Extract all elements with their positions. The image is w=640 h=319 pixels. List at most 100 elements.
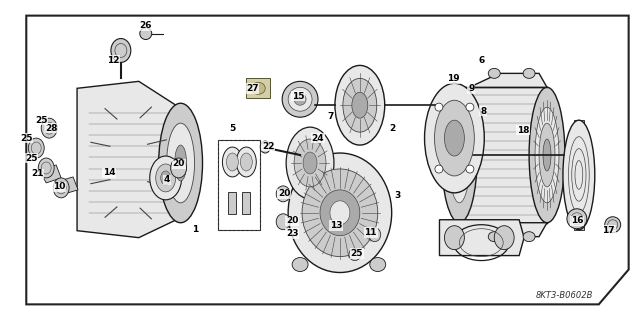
Ellipse shape <box>294 139 326 187</box>
Text: 26: 26 <box>140 21 152 30</box>
Ellipse shape <box>435 103 443 111</box>
Ellipse shape <box>38 158 54 178</box>
Text: 17: 17 <box>602 226 615 235</box>
Text: 25: 25 <box>35 116 47 125</box>
Text: 2: 2 <box>390 124 396 133</box>
Text: 7: 7 <box>328 112 334 121</box>
Ellipse shape <box>466 103 474 111</box>
Ellipse shape <box>352 92 368 118</box>
Text: 1: 1 <box>193 225 198 234</box>
Polygon shape <box>469 73 547 87</box>
Ellipse shape <box>41 118 57 138</box>
Ellipse shape <box>449 107 470 203</box>
Text: 27: 27 <box>246 84 259 93</box>
Bar <box>218 140 260 230</box>
Ellipse shape <box>150 156 182 200</box>
Ellipse shape <box>543 139 551 171</box>
Text: 5: 5 <box>229 124 236 133</box>
Ellipse shape <box>494 226 514 249</box>
Polygon shape <box>56 177 78 195</box>
Text: 6: 6 <box>478 56 484 65</box>
Ellipse shape <box>161 171 171 185</box>
Text: 21: 21 <box>31 169 44 178</box>
Ellipse shape <box>303 152 317 174</box>
Ellipse shape <box>523 232 535 241</box>
Text: 20: 20 <box>278 189 291 198</box>
Ellipse shape <box>166 123 195 203</box>
Text: 10: 10 <box>53 182 65 191</box>
Ellipse shape <box>369 228 381 241</box>
Ellipse shape <box>563 120 595 230</box>
Ellipse shape <box>444 226 465 249</box>
Ellipse shape <box>567 209 587 229</box>
Ellipse shape <box>453 127 465 183</box>
Ellipse shape <box>529 87 565 223</box>
Text: 22: 22 <box>262 142 275 151</box>
Ellipse shape <box>488 232 500 241</box>
Text: 23: 23 <box>286 229 298 238</box>
Polygon shape <box>469 223 547 237</box>
Ellipse shape <box>156 164 175 192</box>
Ellipse shape <box>320 190 360 236</box>
Ellipse shape <box>343 78 377 132</box>
Ellipse shape <box>435 100 474 176</box>
Ellipse shape <box>260 141 270 153</box>
Ellipse shape <box>294 93 306 105</box>
Polygon shape <box>440 220 524 256</box>
Ellipse shape <box>444 120 465 156</box>
Ellipse shape <box>282 81 318 117</box>
Ellipse shape <box>288 153 392 272</box>
Text: 25: 25 <box>25 153 38 162</box>
Text: 8: 8 <box>480 107 486 116</box>
Ellipse shape <box>286 127 334 199</box>
Ellipse shape <box>175 145 187 181</box>
Text: 8KT3-B0602B: 8KT3-B0602B <box>535 291 593 300</box>
Bar <box>228 192 236 214</box>
Text: 20: 20 <box>172 160 185 168</box>
Ellipse shape <box>605 217 621 233</box>
Ellipse shape <box>488 68 500 78</box>
Ellipse shape <box>302 169 378 256</box>
Ellipse shape <box>276 214 290 230</box>
Text: 14: 14 <box>102 168 115 177</box>
Ellipse shape <box>171 158 187 178</box>
Ellipse shape <box>349 249 361 261</box>
Text: 11: 11 <box>365 228 377 237</box>
Text: 12: 12 <box>107 56 119 65</box>
Bar <box>243 192 250 214</box>
Text: 20: 20 <box>286 216 298 225</box>
Text: 25: 25 <box>351 249 363 258</box>
Ellipse shape <box>28 138 44 158</box>
Ellipse shape <box>535 107 559 203</box>
Ellipse shape <box>288 87 312 111</box>
Text: 15: 15 <box>292 92 305 101</box>
Text: 9: 9 <box>468 84 474 93</box>
Polygon shape <box>246 78 270 98</box>
Text: 18: 18 <box>517 126 529 135</box>
Text: 28: 28 <box>45 124 58 133</box>
Polygon shape <box>574 120 584 230</box>
Text: 16: 16 <box>571 216 583 225</box>
Text: 3: 3 <box>394 191 401 200</box>
Text: 4: 4 <box>163 175 170 184</box>
Text: 24: 24 <box>312 134 324 143</box>
Ellipse shape <box>223 147 243 177</box>
Ellipse shape <box>252 82 265 94</box>
Bar <box>218 140 260 230</box>
Text: 19: 19 <box>447 74 460 83</box>
Polygon shape <box>39 165 61 183</box>
Ellipse shape <box>424 83 484 193</box>
Text: 25: 25 <box>20 134 33 143</box>
Ellipse shape <box>236 147 256 177</box>
Ellipse shape <box>442 87 477 223</box>
Ellipse shape <box>140 27 152 40</box>
Ellipse shape <box>435 165 443 173</box>
Polygon shape <box>460 87 547 223</box>
Ellipse shape <box>292 257 308 271</box>
Ellipse shape <box>276 186 290 202</box>
Ellipse shape <box>335 65 385 145</box>
Ellipse shape <box>539 123 555 187</box>
Text: 13: 13 <box>330 221 342 230</box>
Ellipse shape <box>111 39 131 63</box>
Ellipse shape <box>53 178 69 198</box>
